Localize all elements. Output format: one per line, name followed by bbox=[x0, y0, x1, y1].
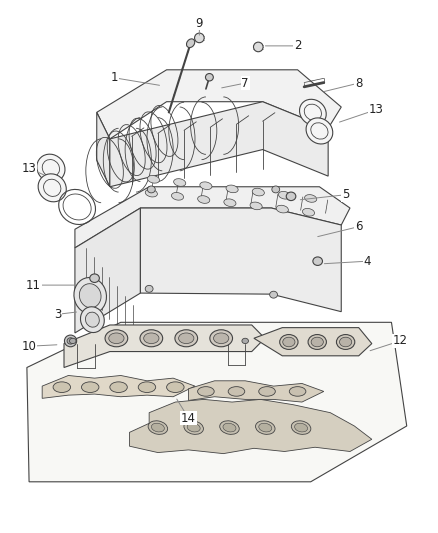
Ellipse shape bbox=[173, 179, 186, 187]
Text: 6: 6 bbox=[355, 220, 363, 233]
Polygon shape bbox=[42, 375, 195, 398]
Ellipse shape bbox=[148, 186, 155, 193]
Text: 10: 10 bbox=[21, 340, 36, 353]
Ellipse shape bbox=[67, 338, 74, 344]
Ellipse shape bbox=[166, 382, 184, 392]
Ellipse shape bbox=[250, 202, 262, 209]
Ellipse shape bbox=[198, 386, 214, 396]
Ellipse shape bbox=[308, 335, 326, 350]
Ellipse shape bbox=[187, 423, 200, 432]
Text: 13: 13 bbox=[369, 103, 384, 116]
Polygon shape bbox=[97, 70, 341, 139]
Ellipse shape bbox=[70, 338, 76, 344]
Ellipse shape bbox=[283, 337, 295, 347]
Ellipse shape bbox=[81, 307, 104, 333]
Ellipse shape bbox=[175, 330, 198, 347]
Text: 14: 14 bbox=[181, 411, 196, 424]
Polygon shape bbox=[141, 208, 341, 312]
Polygon shape bbox=[254, 328, 372, 356]
Text: 12: 12 bbox=[393, 334, 408, 348]
Text: 1: 1 bbox=[110, 71, 118, 84]
Ellipse shape bbox=[270, 291, 278, 298]
Ellipse shape bbox=[302, 208, 314, 216]
Ellipse shape bbox=[295, 423, 307, 432]
Ellipse shape bbox=[210, 330, 233, 347]
Ellipse shape bbox=[144, 333, 159, 344]
Ellipse shape bbox=[286, 192, 296, 200]
Ellipse shape bbox=[85, 312, 99, 327]
Ellipse shape bbox=[214, 333, 229, 344]
Ellipse shape bbox=[200, 182, 212, 190]
Ellipse shape bbox=[272, 186, 280, 193]
Ellipse shape bbox=[194, 33, 204, 43]
Ellipse shape bbox=[259, 386, 276, 396]
Ellipse shape bbox=[255, 421, 275, 434]
Ellipse shape bbox=[79, 284, 101, 308]
Ellipse shape bbox=[145, 285, 153, 292]
Ellipse shape bbox=[228, 386, 245, 396]
Text: 9: 9 bbox=[196, 17, 203, 29]
Polygon shape bbox=[130, 399, 372, 454]
Ellipse shape bbox=[276, 205, 288, 213]
Ellipse shape bbox=[279, 191, 290, 199]
Ellipse shape bbox=[148, 175, 159, 183]
Ellipse shape bbox=[223, 423, 236, 432]
Ellipse shape bbox=[306, 118, 333, 144]
Polygon shape bbox=[64, 325, 265, 368]
Polygon shape bbox=[75, 187, 350, 248]
Ellipse shape bbox=[53, 382, 71, 392]
Polygon shape bbox=[75, 208, 141, 333]
Ellipse shape bbox=[171, 192, 184, 200]
Ellipse shape bbox=[109, 333, 124, 344]
Ellipse shape bbox=[90, 274, 99, 282]
Text: 13: 13 bbox=[21, 161, 36, 175]
Ellipse shape bbox=[74, 278, 106, 314]
Ellipse shape bbox=[38, 174, 66, 202]
Ellipse shape bbox=[105, 330, 128, 347]
Polygon shape bbox=[27, 322, 407, 482]
Ellipse shape bbox=[311, 337, 323, 347]
Ellipse shape bbox=[336, 335, 355, 350]
Polygon shape bbox=[188, 381, 324, 402]
Ellipse shape bbox=[140, 330, 162, 347]
Ellipse shape bbox=[252, 188, 265, 196]
Ellipse shape bbox=[179, 333, 194, 344]
Ellipse shape bbox=[205, 74, 213, 81]
Ellipse shape bbox=[339, 337, 352, 347]
Ellipse shape bbox=[289, 386, 306, 396]
Ellipse shape bbox=[300, 99, 326, 125]
Text: 2: 2 bbox=[294, 39, 301, 52]
Ellipse shape bbox=[224, 199, 236, 206]
Ellipse shape bbox=[254, 42, 263, 52]
Ellipse shape bbox=[187, 39, 195, 47]
Text: 11: 11 bbox=[26, 279, 41, 292]
Ellipse shape bbox=[259, 423, 272, 432]
Text: 3: 3 bbox=[54, 308, 61, 321]
Ellipse shape bbox=[220, 421, 239, 434]
Ellipse shape bbox=[148, 421, 168, 434]
Ellipse shape bbox=[291, 421, 311, 434]
Ellipse shape bbox=[64, 335, 77, 347]
Ellipse shape bbox=[304, 195, 317, 203]
Ellipse shape bbox=[145, 189, 157, 197]
Text: 7: 7 bbox=[241, 77, 249, 90]
Ellipse shape bbox=[37, 154, 65, 182]
Ellipse shape bbox=[226, 185, 238, 193]
Ellipse shape bbox=[280, 335, 298, 350]
Text: 5: 5 bbox=[342, 188, 349, 201]
Polygon shape bbox=[97, 112, 110, 187]
Text: 8: 8 bbox=[355, 77, 362, 90]
Ellipse shape bbox=[313, 257, 322, 265]
Ellipse shape bbox=[110, 382, 127, 392]
Ellipse shape bbox=[81, 382, 99, 392]
Ellipse shape bbox=[138, 382, 155, 392]
Ellipse shape bbox=[242, 338, 248, 344]
Text: 4: 4 bbox=[364, 255, 371, 268]
Polygon shape bbox=[110, 102, 328, 187]
Ellipse shape bbox=[184, 421, 203, 434]
Ellipse shape bbox=[198, 196, 210, 204]
Ellipse shape bbox=[152, 423, 164, 432]
